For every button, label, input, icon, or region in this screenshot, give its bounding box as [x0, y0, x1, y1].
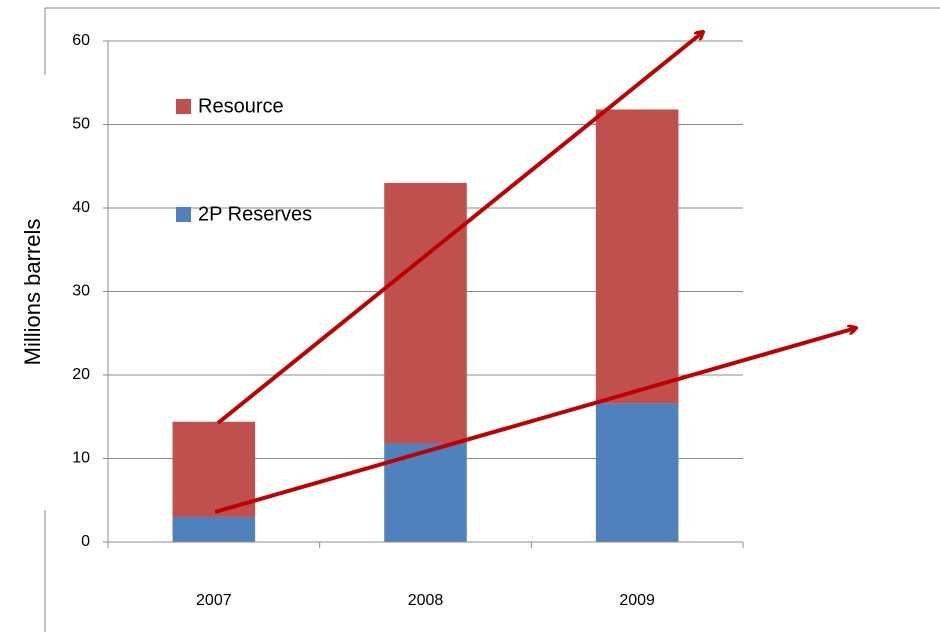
y-tick-label: 0 — [81, 533, 90, 550]
bar-segment — [384, 182, 467, 444]
trend-arrow — [216, 32, 703, 425]
trend-arrow — [214, 328, 856, 514]
bar-segment — [595, 403, 679, 542]
bar-segment — [172, 421, 256, 517]
y-tick-label: 30 — [72, 283, 90, 300]
bar-segment — [172, 516, 256, 542]
y-axis-label: Millions barrels — [20, 219, 45, 366]
legend-swatch — [176, 207, 191, 222]
x-tick-label: 2009 — [619, 592, 655, 609]
legend-label: 2P Reserves — [198, 203, 312, 225]
y-tick-label: 10 — [72, 450, 90, 467]
bar-segment — [595, 109, 679, 404]
legend-swatch — [176, 99, 191, 114]
x-tick-label: 2007 — [196, 592, 232, 609]
x-tick-label: 2008 — [408, 592, 444, 609]
y-tick-label: 40 — [72, 199, 90, 216]
plot: 0 10 20 30 40 50 60 2007 2008 2009 Resource 2P Rese… — [72, 32, 744, 609]
y-tick-label: 60 — [72, 32, 90, 49]
legend-label: Resource — [198, 95, 284, 117]
y-tick-label: 50 — [72, 116, 90, 133]
y-tick-label: 20 — [72, 366, 90, 383]
annotations — [214, 32, 856, 514]
